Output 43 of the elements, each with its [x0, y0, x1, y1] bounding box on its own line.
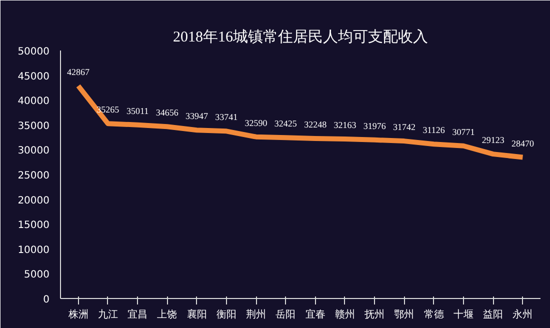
y-tick-label: 15000	[18, 220, 50, 232]
data-label: 31126	[422, 125, 446, 136]
data-label: 32163	[334, 120, 357, 130]
x-tick-label: 荆州	[246, 308, 266, 320]
y-tick-label: 40000	[18, 96, 50, 108]
x-tick-label: 上饶	[157, 308, 178, 320]
y-tick-label: 0	[43, 294, 50, 306]
data-label: 32248	[304, 120, 328, 130]
data-label: 33741	[215, 112, 238, 122]
data-label: 42867	[67, 66, 90, 77]
x-tick-label: 襄阳	[186, 308, 207, 320]
x-tick-label: 益阳	[483, 308, 504, 320]
y-tick-label: 20000	[18, 195, 50, 206]
x-tick-label: 十堰	[453, 308, 474, 320]
x-tick-label: 永州	[512, 308, 533, 320]
x-tick-label: 抚州	[364, 308, 385, 320]
y-tick-label: 25000	[18, 170, 50, 182]
data-label: 34656	[156, 108, 179, 118]
y-tick-label: 30000	[18, 146, 50, 157]
y-tick-label: 35000	[18, 120, 50, 132]
data-label: 30771	[452, 126, 475, 137]
y-tick-label: 50000	[18, 46, 50, 58]
data-label: 28470	[511, 138, 534, 148]
data-label: 35011	[126, 106, 149, 116]
y-tick-label: 45000	[18, 71, 50, 82]
x-tick-label: 常德	[424, 308, 444, 320]
x-tick-label: 衡阳	[216, 308, 236, 320]
x-tick-label: 宜昌	[128, 308, 148, 320]
x-tick-label: 株洲	[67, 308, 88, 320]
y-tick-label: 10000	[18, 244, 50, 256]
data-label: 32425	[274, 118, 298, 129]
data-label: 31976	[363, 120, 386, 131]
data-label: 33947	[186, 111, 209, 122]
x-tick-label: 九江	[98, 308, 118, 320]
x-tick-label: 宜春	[305, 308, 326, 320]
data-label: 32590	[244, 118, 268, 128]
y-tick-label: 5000	[24, 270, 50, 281]
data-label: 29123	[482, 135, 505, 146]
x-tick-label: 岳阳	[276, 308, 296, 320]
x-tick-label: 赣州	[334, 308, 355, 320]
chart-title: 2018年16城镇常住居民人均可支配收入	[173, 28, 428, 46]
x-tick-label: 鄂州	[394, 308, 414, 320]
data-label: 31742	[392, 122, 416, 132]
